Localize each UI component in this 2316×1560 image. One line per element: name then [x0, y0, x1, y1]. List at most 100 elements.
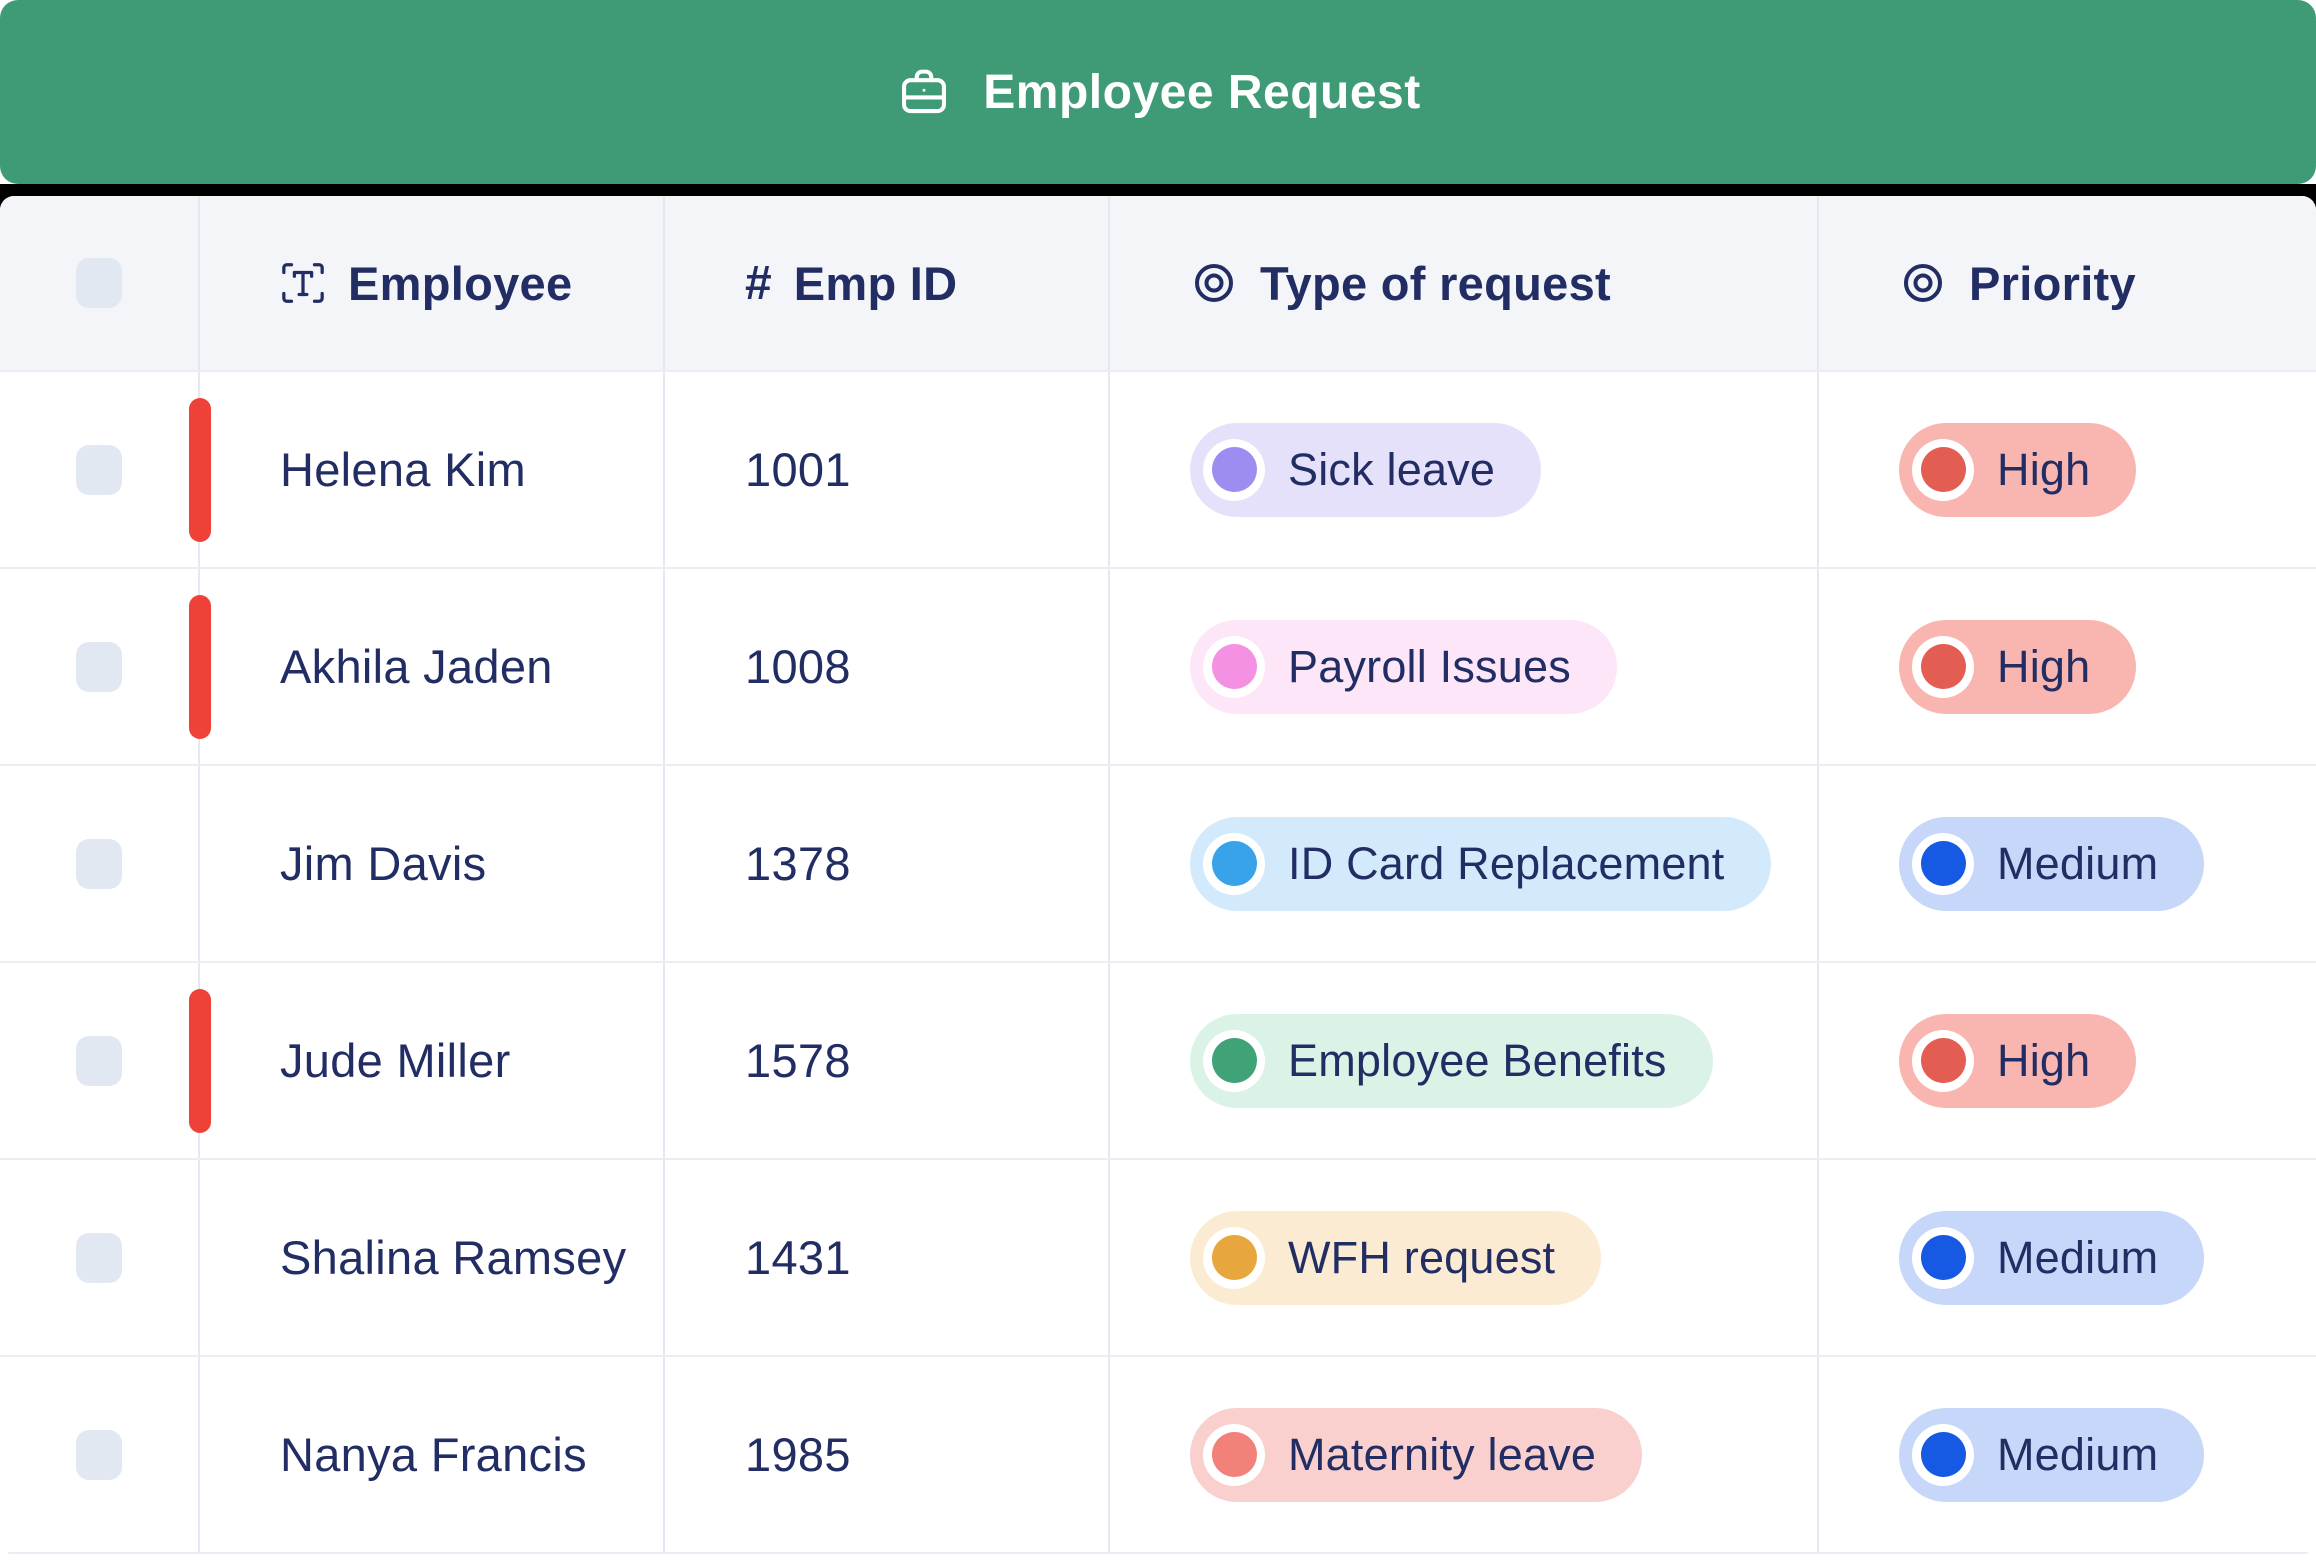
priority-cell: High	[1819, 963, 2316, 1158]
request-label: Payroll Issues	[1288, 640, 1571, 692]
priority-pill[interactable]: High	[1899, 422, 2137, 517]
priority-pill[interactable]: Medium	[1899, 816, 2205, 911]
employee-request-table: Employee # Emp ID Type of request Prio	[0, 196, 2316, 1560]
column-header-type-of-request[interactable]: Type of request	[1110, 196, 1819, 370]
table-row[interactable]: Jim Davis 1378 ID Card Replacement Mediu…	[0, 766, 2316, 963]
flag-bar	[189, 397, 211, 542]
priority-dot-icon	[1912, 1423, 1974, 1486]
emp-id: 1008	[745, 640, 851, 693]
employee-name: Helena Kim	[280, 443, 526, 496]
request-pill[interactable]: WFH request	[1190, 1210, 1602, 1305]
request-label: Sick leave	[1288, 443, 1496, 495]
priority-label: High	[1997, 640, 2091, 692]
priority-label: High	[1997, 443, 2091, 495]
title-bar: Employee Request	[0, 0, 2316, 184]
emp-id: 1578	[745, 1034, 851, 1087]
request-dot-icon	[1203, 635, 1265, 698]
request-label: ID Card Replacement	[1288, 837, 1725, 889]
request-dot-icon	[1203, 832, 1265, 895]
row-checkbox[interactable]	[76, 444, 122, 495]
request-pill[interactable]: Employee Benefits	[1190, 1013, 1713, 1108]
priority-pill[interactable]: High	[1899, 619, 2137, 714]
employee-name: Shalina Ramsey	[280, 1231, 627, 1284]
column-header-label: Priority	[1969, 256, 2136, 310]
request-label: Maternity leave	[1288, 1428, 1597, 1480]
request-pill[interactable]: ID Card Replacement	[1190, 816, 1771, 911]
priority-dot	[1920, 644, 1966, 689]
request-cell: Sick leave	[1110, 372, 1819, 567]
employee-name: Jim Davis	[280, 837, 487, 890]
flag-bar	[189, 988, 211, 1133]
table-row[interactable]: Nanya Francis 1985 Maternity leave Mediu…	[0, 1357, 2316, 1554]
column-header-emp-id[interactable]: # Emp ID	[665, 196, 1110, 370]
priority-cell: High	[1819, 569, 2316, 764]
table-row[interactable]: Shalina Ramsey 1431 WFH request Medium	[0, 1160, 2316, 1357]
emp-id: 1001	[745, 443, 851, 496]
request-dot	[1211, 1432, 1257, 1477]
request-dot-icon	[1203, 1029, 1265, 1092]
target-icon	[1899, 259, 1947, 307]
employee-name: Akhila Jaden	[280, 640, 553, 693]
emp-id-cell: 1431	[665, 1160, 1110, 1355]
priority-pill[interactable]: Medium	[1899, 1407, 2205, 1502]
request-dot	[1211, 447, 1257, 492]
request-cell: Payroll Issues	[1110, 569, 1819, 764]
request-pill[interactable]: Payroll Issues	[1190, 619, 1617, 714]
priority-label: Medium	[1997, 1428, 2159, 1480]
hash-icon: #	[745, 256, 772, 310]
priority-dot	[1920, 841, 1966, 886]
priority-label: Medium	[1997, 1231, 2159, 1283]
request-dot-icon	[1203, 438, 1265, 501]
employee-cell: Nanya Francis	[200, 1357, 665, 1552]
table-row[interactable]: Helena Kim 1001 Sick leave High	[0, 372, 2316, 569]
priority-cell: High	[1819, 372, 2316, 567]
priority-dot-icon	[1912, 1226, 1974, 1289]
column-header-label: Employee	[348, 256, 573, 310]
request-cell: Maternity leave	[1110, 1357, 1819, 1552]
column-header-label: Type of request	[1260, 256, 1611, 310]
priority-dot-icon	[1912, 635, 1974, 698]
request-pill[interactable]: Sick leave	[1190, 422, 1542, 517]
employee-cell: Helena Kim	[189, 372, 665, 567]
emp-id-cell: 1578	[665, 963, 1110, 1158]
employee-cell: Jim Davis	[200, 766, 665, 961]
column-header-employee[interactable]: Employee	[200, 196, 665, 370]
emp-id-cell: 1001	[665, 372, 1110, 567]
request-cell: Employee Benefits	[1110, 963, 1819, 1158]
table-row[interactable]: Jude Miller 1578 Employee Benefits High	[0, 963, 2316, 1160]
priority-dot	[1920, 447, 1966, 492]
row-checkbox[interactable]	[76, 838, 122, 889]
priority-dot	[1920, 1038, 1966, 1083]
row-checkbox[interactable]	[76, 1232, 122, 1283]
row-checkbox[interactable]	[76, 1035, 122, 1086]
request-cell: ID Card Replacement	[1110, 766, 1819, 961]
emp-id-cell: 1985	[665, 1357, 1110, 1552]
table-header-row: Employee # Emp ID Type of request Prio	[0, 196, 2316, 372]
priority-pill[interactable]: Medium	[1899, 1210, 2205, 1305]
emp-id: 1378	[745, 837, 851, 890]
row-checkbox[interactable]	[76, 641, 122, 692]
table-row[interactable]: Akhila Jaden 1008 Payroll Issues High	[0, 569, 2316, 766]
emp-id-cell: 1378	[665, 766, 1110, 961]
text-field-icon	[280, 260, 326, 306]
priority-pill[interactable]: High	[1899, 1013, 2137, 1108]
priority-cell: Medium	[1819, 1160, 2316, 1355]
select-all-checkbox[interactable]	[76, 258, 122, 308]
request-cell: WFH request	[1110, 1160, 1819, 1355]
row-select-cell	[0, 1160, 200, 1355]
request-pill[interactable]: Maternity leave	[1190, 1407, 1643, 1502]
column-header-priority[interactable]: Priority	[1819, 196, 2316, 370]
employee-cell: Shalina Ramsey	[200, 1160, 665, 1355]
priority-label: High	[1997, 1034, 2091, 1086]
target-icon	[1190, 259, 1238, 307]
row-select-cell	[0, 766, 200, 961]
priority-dot-icon	[1912, 1029, 1974, 1092]
employee-name: Nanya Francis	[280, 1428, 587, 1481]
emp-id-cell: 1008	[665, 569, 1110, 764]
request-dot	[1211, 1038, 1257, 1083]
row-checkbox[interactable]	[76, 1429, 122, 1480]
request-dot-icon	[1203, 1423, 1265, 1486]
page-title: Employee Request	[983, 65, 1421, 119]
employee-cell: Jude Miller	[189, 963, 665, 1158]
column-header-label: Emp ID	[793, 256, 958, 310]
